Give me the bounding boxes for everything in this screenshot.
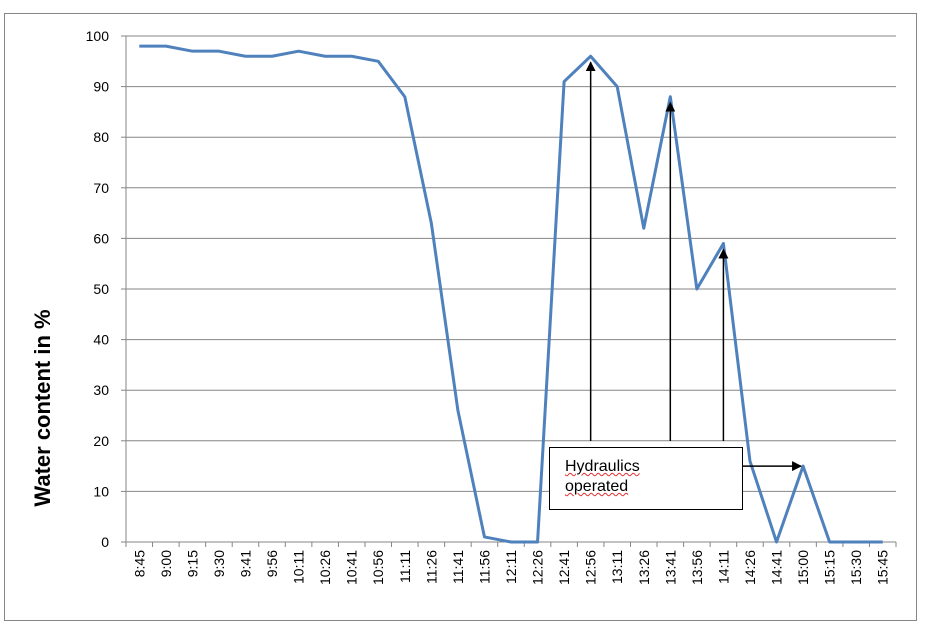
annotation-box: Hydraulics operated (549, 447, 743, 510)
x-tick-label: 13:11 (609, 550, 625, 584)
x-tick-label: 11:56 (476, 550, 492, 584)
x-tick-label: 12:41 (556, 550, 572, 585)
series-layer (139, 44, 883, 544)
x-tick-label: 15:45 (875, 550, 891, 585)
chart-frame (4, 13, 917, 621)
x-tick-label: 11:41 (450, 550, 466, 584)
x-tick-label: 8:45 (131, 550, 147, 577)
y-tick-labels: 0 10 20 30 40 50 60 70 80 90 100 (86, 28, 110, 550)
x-tick-label: 12:11 (503, 550, 519, 584)
x-tick-label: 10:41 (344, 550, 360, 585)
x-tick-labels: 8:45 9:00 9:15 9:30 9:41 9:56 10:11 10:26 10:41 1… (131, 550, 890, 585)
x-tick-label: 9:56 (264, 550, 280, 577)
x-tick-label: 13:41 (662, 550, 678, 585)
y-tick-label: 50 (93, 281, 109, 297)
x-tick-label: 9:30 (211, 550, 227, 577)
y-tick-label: 10 (93, 483, 109, 499)
x-tick-label: 9:00 (158, 550, 174, 577)
y-tick-label: 40 (93, 332, 109, 348)
x-tick-label: 14:41 (769, 550, 785, 585)
x-tick-label: 10:11 (291, 550, 307, 584)
y-axis-label: Water content in % (30, 309, 55, 506)
x-tick-label: 15:00 (795, 550, 811, 585)
y-tick-label: 60 (93, 230, 109, 246)
y-tick-label: 80 (93, 129, 109, 145)
gridlines (126, 35, 896, 492)
x-tick-label: 14:26 (742, 550, 758, 585)
x-tick-label: 11:26 (423, 550, 439, 584)
x-tick-label: 9:41 (237, 550, 253, 577)
y-tick-label: 100 (86, 28, 110, 44)
annotation-arrows (585, 61, 803, 472)
y-tick-label: 30 (93, 382, 109, 398)
x-tick-label: 13:56 (689, 550, 705, 585)
x-tick-label: 12:26 (530, 550, 546, 585)
annotation-line-1: Hydraulics (565, 458, 640, 475)
x-tick-label: 9:15 (184, 550, 200, 577)
y-tick-label: 90 (93, 79, 109, 95)
x-tick-label: 15:15 (822, 550, 838, 585)
x-tick-label: 15:30 (848, 550, 864, 585)
axes (121, 35, 897, 547)
annotation-text: Hydraulics operated (565, 457, 735, 497)
annotation-line-2: operated (565, 478, 629, 495)
x-tick-label: 12:56 (583, 550, 599, 585)
y-tick-label: 0 (101, 534, 109, 550)
x-tick-label: 10:56 (370, 550, 386, 585)
y-tick-label: 70 (93, 180, 109, 196)
x-tick-label: 11:11 (397, 550, 413, 583)
series-line (139, 44, 883, 544)
x-tick-label: 13:26 (636, 550, 652, 585)
y-tick-label: 20 (93, 433, 109, 449)
x-tick-label: 10:26 (317, 550, 333, 585)
x-tick-label: 14:11 (715, 550, 731, 584)
